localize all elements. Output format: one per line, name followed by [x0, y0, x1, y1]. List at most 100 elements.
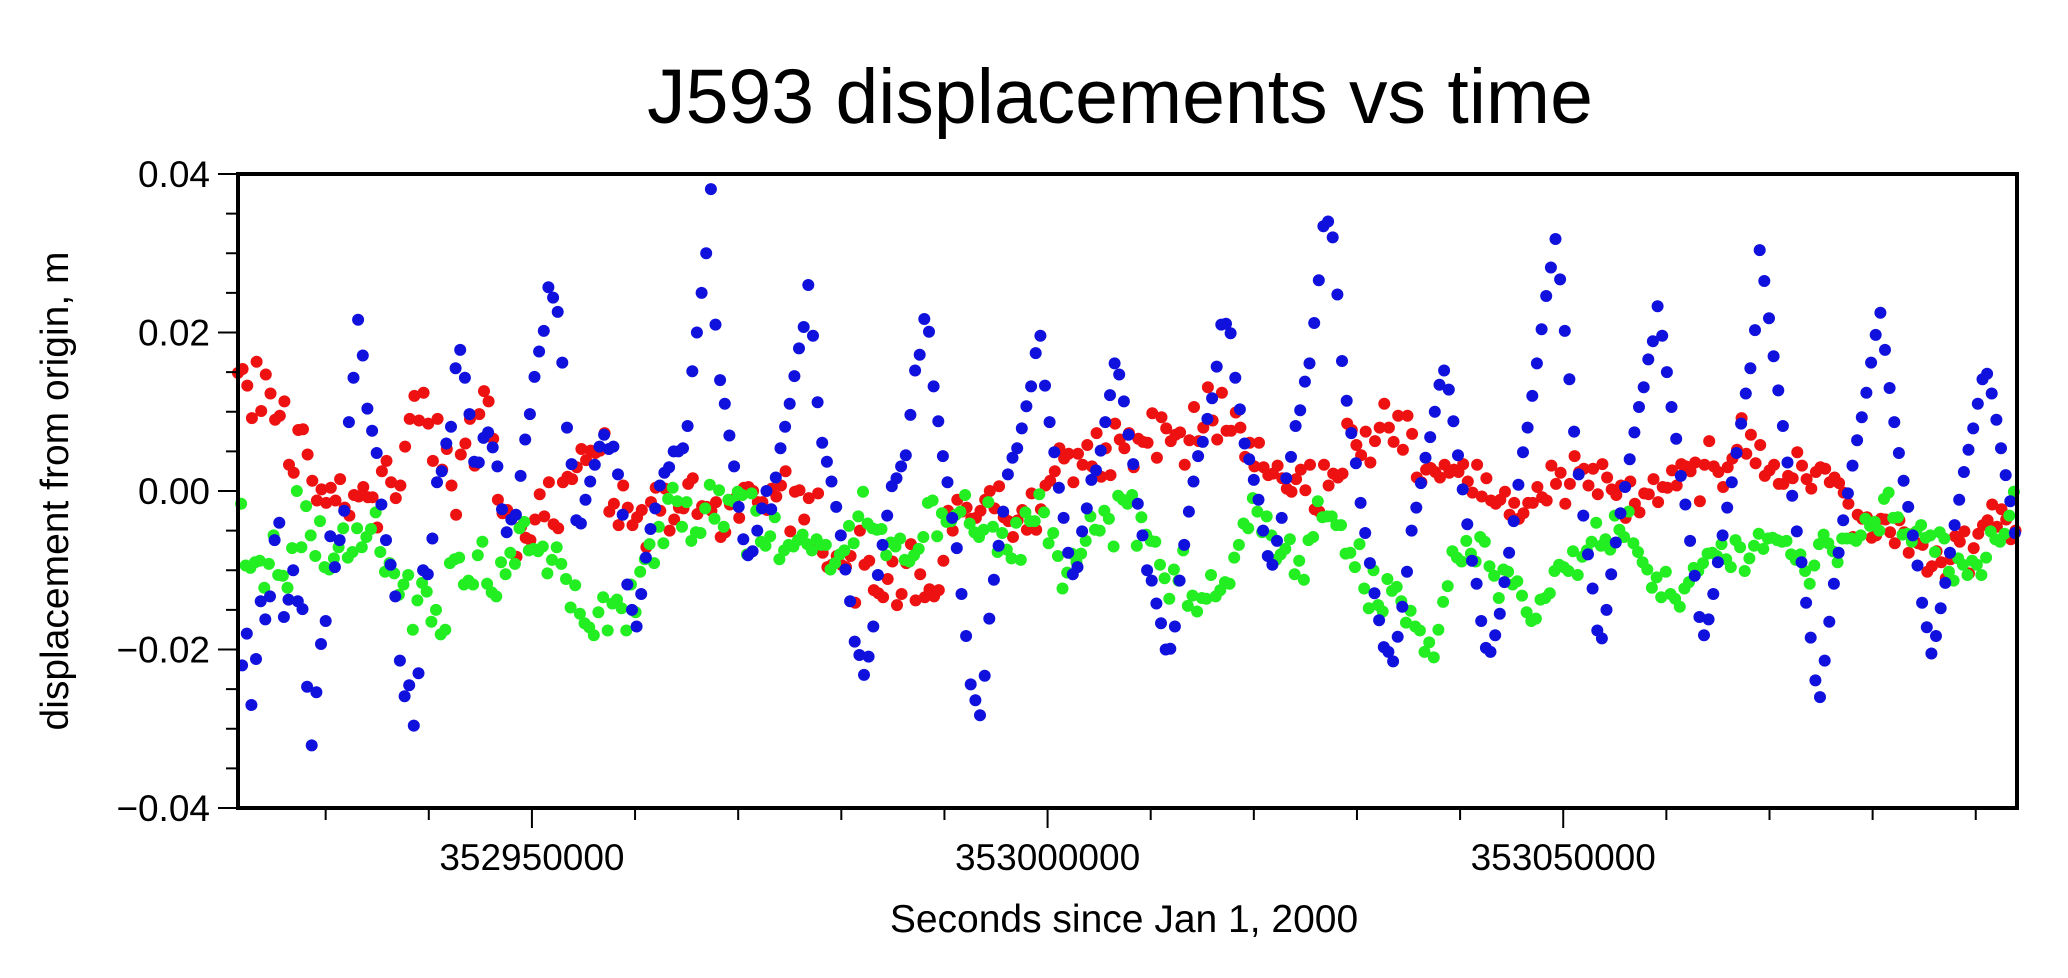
x-tick-label: 352950000: [439, 837, 624, 878]
data-point-series-1: [1526, 496, 1539, 509]
data-point-series-3: [1911, 559, 1924, 572]
data-point-series-2: [281, 581, 294, 594]
data-point-series-1: [1304, 458, 1316, 471]
data-point-series-3: [1512, 478, 1525, 491]
data-point-series-2: [355, 541, 368, 554]
data-point-series-1: [1081, 439, 1094, 451]
data-point-series-1: [1953, 535, 1966, 548]
data-point-series-2: [1390, 580, 1403, 593]
data-point-series-3: [1526, 389, 1539, 402]
data-point-series-2: [439, 623, 452, 636]
axis-ticks: [218, 173, 1977, 828]
data-point-series-3: [774, 442, 787, 455]
data-points: [232, 183, 2022, 752]
data-point-series-3: [482, 426, 495, 439]
data-point-series-3: [547, 291, 560, 304]
data-point-series-1: [1466, 486, 1479, 499]
data-point-series-2: [736, 489, 749, 501]
data-point-series-3: [240, 627, 253, 640]
data-point-series-3: [1433, 378, 1446, 391]
data-point-series-2: [764, 530, 777, 543]
data-point-series-3: [1623, 453, 1636, 466]
data-point-series-3: [1336, 355, 1348, 367]
chart-title: J593 displacements vs time: [647, 54, 1593, 140]
data-point-series-3: [890, 472, 903, 485]
data-point-series-1: [1610, 489, 1623, 501]
data-point-series-3: [1354, 496, 1367, 509]
data-point-series-3: [1414, 477, 1427, 490]
data-point-series-3: [1790, 525, 1803, 538]
data-point-series-2: [1516, 589, 1528, 602]
data-point-series-3: [946, 511, 959, 524]
data-point-series-1: [394, 479, 407, 492]
data-point-series-1: [1294, 463, 1307, 476]
data-point-series-2: [1353, 538, 1366, 551]
data-point-series-1: [932, 584, 945, 597]
data-point-series-2: [1056, 582, 1069, 595]
data-point-series-1: [1322, 479, 1335, 492]
data-point-series-2: [620, 624, 633, 637]
data-point-series-3: [1869, 328, 1882, 341]
data-point-series-1: [1299, 484, 1312, 497]
data-point-series-1: [1517, 507, 1530, 520]
data-point-series-1: [909, 594, 922, 607]
data-point-series-1: [1225, 424, 1238, 437]
data-point-series-2: [1567, 545, 1579, 558]
data-point-series-1: [1563, 477, 1576, 490]
data-point-series-2: [1102, 512, 1115, 525]
data-point-series-3: [1865, 356, 1878, 369]
data-point-series-1: [1475, 490, 1488, 503]
data-point-series-3: [273, 516, 286, 529]
data-point-series-3: [296, 603, 309, 616]
data-point-series-1: [575, 443, 588, 455]
data-point-series-3: [1619, 481, 1632, 493]
data-point-series-1: [1786, 472, 1799, 485]
data-point-series-2: [555, 557, 568, 570]
data-point-series-3: [1461, 518, 1474, 531]
data-point-series-3: [858, 668, 870, 681]
data-point-series-1: [1359, 425, 1372, 438]
tick-labels: 352950000 353000000 353050000 −0.04 −0.02 0.0…: [116, 154, 1655, 878]
data-point-series-2: [1748, 539, 1760, 552]
data-point-series-1: [1986, 498, 1999, 511]
data-point-series-2: [1126, 489, 1139, 501]
data-point-series-1: [1109, 417, 1122, 430]
data-point-series-1: [334, 473, 347, 486]
data-point-series-1: [1076, 458, 1089, 471]
data-point-series-2: [1529, 612, 1542, 625]
data-point-series-1: [1670, 479, 1683, 492]
data-point-series-1: [375, 465, 388, 478]
y-tick-label: −0.02: [116, 630, 210, 671]
data-point-series-3: [1011, 442, 1024, 455]
data-point-series-1: [1796, 459, 1808, 472]
data-point-series-2: [1478, 535, 1491, 548]
data-point-series-1: [1007, 531, 1019, 543]
data-point-series-2: [847, 537, 860, 550]
data-point-series-2: [314, 515, 326, 528]
data-point-series-2: [1028, 515, 1041, 528]
data-point-series-3: [797, 321, 810, 333]
data-point-series-3: [1814, 691, 1826, 704]
data-point-series-1: [1118, 442, 1131, 455]
data-point-series-2: [1502, 565, 1515, 578]
data-point-series-3: [1851, 434, 1864, 447]
data-point-series-2: [499, 568, 512, 581]
data-point-series-2: [1344, 546, 1357, 559]
data-point-series-1: [1048, 465, 1061, 478]
data-point-series-3: [264, 590, 276, 603]
data-point-series-1: [245, 412, 258, 425]
data-point-series-1: [1633, 506, 1646, 519]
data-point-series-2: [1734, 541, 1747, 554]
data-point-series-2: [592, 606, 605, 619]
data-point-series-3: [1164, 642, 1177, 655]
data-point-series-3: [1660, 366, 1673, 379]
data-point-series-2: [1293, 554, 1306, 567]
data-point-series-3: [1530, 357, 1543, 370]
data-point-series-2: [708, 512, 721, 525]
data-point-series-3: [496, 503, 508, 516]
data-point-series-3: [1456, 483, 1469, 496]
data-point-series-2: [1093, 524, 1106, 537]
data-point-series-3: [811, 396, 824, 409]
data-point-series-1: [1067, 476, 1080, 489]
data-point-series-1: [1967, 542, 1980, 555]
